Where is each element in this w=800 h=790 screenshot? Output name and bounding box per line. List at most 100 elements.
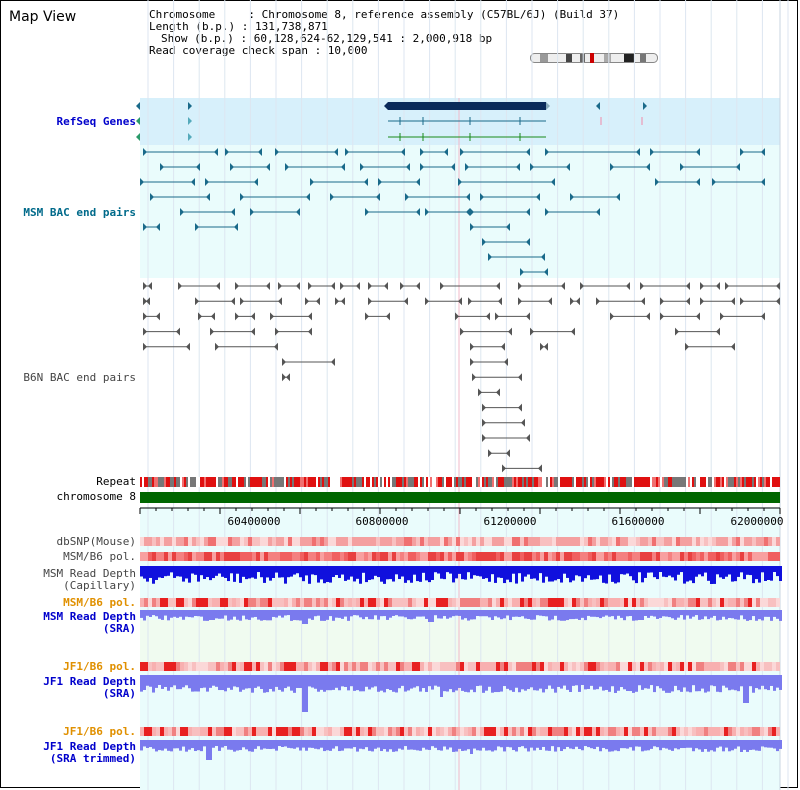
repeat-cell [558,477,560,487]
msm-depth-sra-bar [536,610,539,616]
jf1-b6-pol-cell [456,662,460,671]
jf1-depth-trim-bar [539,740,542,750]
msm-depth-sra-bar [518,610,521,617]
msm-depth-cap-bar [617,566,620,583]
jf1-depth-trim-bar [446,740,449,750]
jf1-b6-pol-cell [180,662,184,671]
msm-depth-cap-bar [392,566,395,582]
msm-b6-pol-cell [740,552,744,561]
jf1-b6-pol-trim-cell [244,727,248,736]
jf1-b6-pol-trim-cell [556,727,560,736]
dbsnp-cell [244,537,248,546]
jf1-b6-pol-cell [404,662,408,671]
dbsnp-cell [480,537,484,546]
jf1-b6-pol-cell [312,662,316,671]
msm-bac-pair-start [378,178,382,186]
jf1-b6-pol-trim-cell [316,727,320,736]
msm-depth-cap-bar [158,566,161,578]
msm-b6-pol-cell [220,552,224,561]
msm-b6-pol-sra-cell [524,598,528,607]
repeat-cell [166,477,168,487]
dbsnp-cell [428,537,432,546]
jf1-depth-sra-bar [458,675,461,688]
dbsnp-cell [388,537,392,546]
b6n-bac-pair-end [508,327,512,336]
msm-b6-pol-sra-cell [740,598,744,607]
msm-depth-cap-bar [749,566,752,576]
dbsnp-cell [404,537,408,546]
jf1-depth-trim-bar [212,740,215,748]
jf1-depth-sra-bar [746,675,749,703]
msm-b6-pol-cell [316,552,320,561]
b6n-bac-pair-end [356,282,360,290]
msm-b6-pol-cell [180,552,184,561]
msm-b6-pol-sra-cell [208,598,212,607]
msm-depth-sra-bar [380,610,383,617]
b6n-bac-pair-start [240,297,244,306]
repeat-cell [444,477,446,487]
jf1-b6-pol-cell [460,662,464,671]
jf1-depth-trim-bar [581,740,584,751]
msm-depth-sra-bar [383,610,386,617]
dbsnp-cell [496,537,500,546]
jf1-b6-pol-trim-cell [436,727,440,736]
jf1-b6-pol-trim-cell [412,727,416,736]
msm-b6-pol-sra-cell [500,598,504,607]
jf1-b6-pol-cell [600,662,604,671]
jf1-b6-pol-trim-cell [140,727,144,736]
msm-b6-pol-sra-cell [668,598,672,607]
msm-b6-pol-cell [708,552,712,561]
jf1-b6-pol-trim-cell [448,727,452,736]
jf1-b6-pol-trim-cell [196,727,200,736]
msm-b6-pol-sra-cell [680,598,684,607]
jf1-b6-pol-trim-cell [768,727,772,736]
msm-bac-pair-start [240,193,244,201]
dbsnp-cell [148,537,152,546]
b6n-bac-pair-start [365,312,369,321]
dbsnp-cell [600,537,604,546]
msm-bac-pair-start [488,253,492,261]
msm-depth-cap-bar [452,566,455,583]
repeat-cell [478,477,480,487]
repeat-cell [480,477,482,487]
dbsnp-cell [320,537,324,546]
msm-b6-pol-sra-cell [540,598,544,607]
b6n-bac-pair-start [725,282,729,290]
msm-b6-pol-sra-cell [548,598,552,607]
repeat-cell [428,477,430,487]
repeat-cell [264,477,266,487]
chromosome-ideogram[interactable] [530,53,658,63]
repeat-cell [314,477,316,487]
repeat-cell [470,477,472,487]
jf1-b6-pol-cell [152,662,156,671]
jf1-b6-pol-trim-cell [508,727,512,736]
jf1-b6-pol-trim-cell [640,727,644,736]
repeat-cell [578,477,580,487]
jf1-depth-sra-bar [344,675,347,687]
msm-b6-pol-cell [376,552,380,561]
repeat-cell [706,477,708,487]
dbsnp-cell [456,537,460,546]
repeat-cell [612,477,614,487]
msm-bac-pair-end [736,163,740,171]
jf1-b6-pol-cell [628,662,632,671]
dbsnp-cell [312,537,316,546]
jf1-depth-sra-bar [767,675,770,691]
msm-b6-pol-cell [600,552,604,561]
msm-b6-pol-cell [192,552,196,561]
msm-b6-pol-sra-cell [512,598,516,607]
msm-depth-sra-bar [617,610,620,616]
repeat-cell [302,477,304,487]
msm-depth-cap-bar [146,566,149,582]
dbsnp-cell [560,537,564,546]
msm-bac-pair-end [231,208,235,216]
jf1-b6-pol-trim-cell [584,727,588,736]
jf1-depth-sra-bar [704,675,707,693]
dbsnp-cell [256,537,260,546]
msm-b6-pol-cell [196,552,200,561]
jf1-b6-pol-trim-cell [372,727,376,736]
jf1-b6-pol-trim-cell [620,727,624,736]
jf1-b6-pol-trim-cell [224,727,228,736]
msm-depth-cap-bar [143,566,146,579]
